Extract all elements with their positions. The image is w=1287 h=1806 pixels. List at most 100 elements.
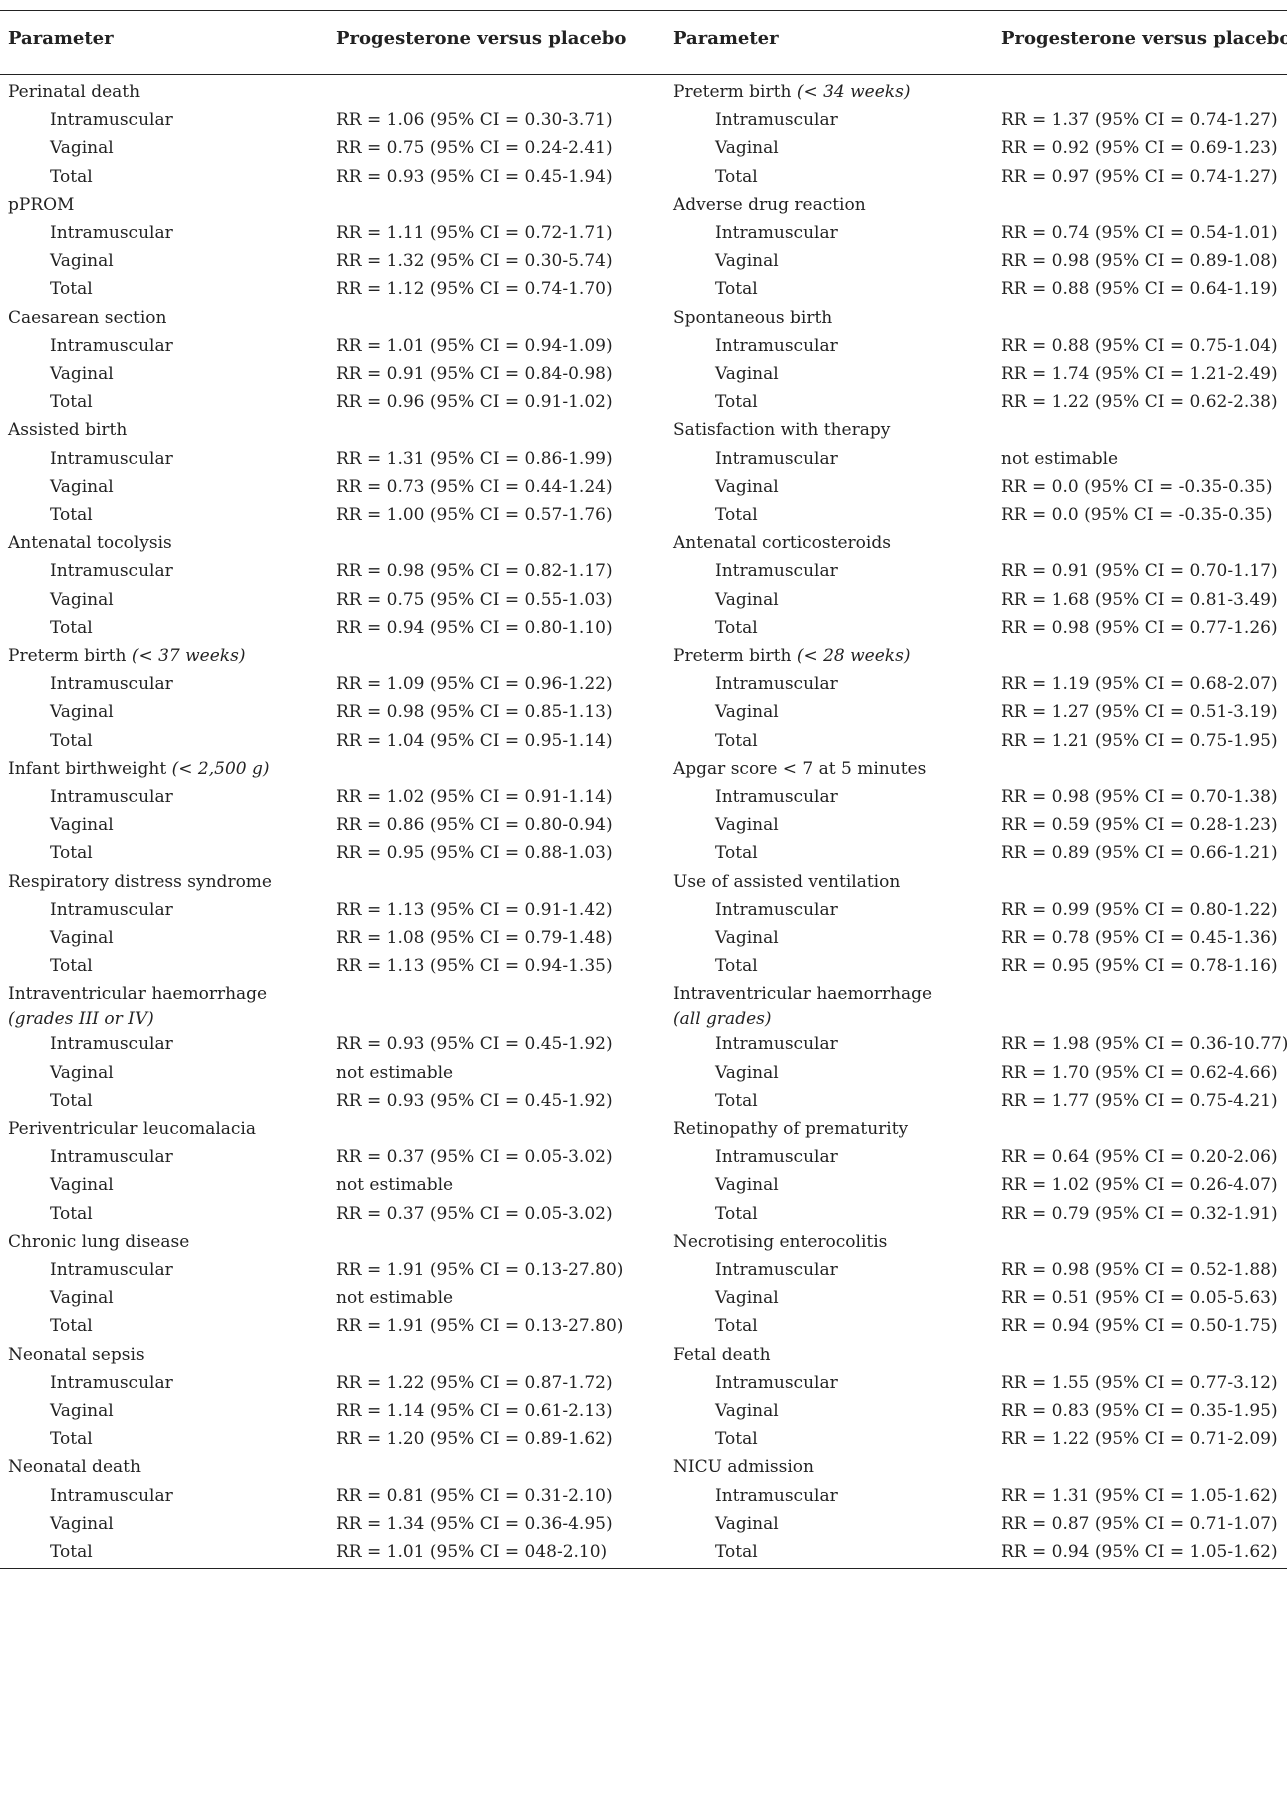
- parameter-name: Necrotising enterocolitis: [673, 1228, 887, 1256]
- route-label: Vaginal: [715, 815, 779, 836]
- route-label: Intramuscular: [715, 223, 838, 243]
- rr-value: RR = 0.93 (95% CI = 0.45-1.92): [336, 1090, 613, 1111]
- parameter-name: NICU admission: [673, 1453, 814, 1481]
- rr-value: RR = 1.09 (95% CI = 0.96-1.22): [336, 674, 613, 695]
- route-label: Intramuscular: [715, 1147, 838, 1168]
- table-row: Vaginal RR = 1.08 (95% CI = 0.79-1.48): [0, 924, 1287, 952]
- route-label: Intramuscular: [715, 1034, 838, 1055]
- rr-value: RR = 0.75 (95% CI = 0.24-2.41): [336, 138, 613, 159]
- table-row: Total RR = 0.93 (95% CI = 0.45-1.94): [0, 163, 1287, 191]
- route-label: Intramuscular: [715, 899, 838, 920]
- table-row: Vaginal RR = 1.68 (95% CI = 0.81-3.49): [0, 586, 1287, 614]
- parameter-name-text: Infant birthweight: [8, 758, 172, 779]
- parameter-name: Neonatal sepsis: [8, 1341, 145, 1369]
- rr-value: RR = 1.13 (95% CI = 0.91-1.42): [336, 899, 613, 920]
- rr-value: RR = 0.98 (95% CI = 0.89-1.08): [1001, 251, 1278, 272]
- route-label: Vaginal: [50, 1175, 114, 1196]
- table-row: Vaginal RR = 0.73 (95% CI = 0.44-1.24): [0, 473, 1287, 501]
- parameter-name-text: pPROM: [8, 194, 75, 215]
- table-row: Vaginal not estimable: [0, 1284, 1287, 1312]
- route-label: Vaginal: [50, 928, 114, 948]
- route-label: Total: [50, 392, 93, 413]
- rr-value: RR = 0.87 (95% CI = 0.71-1.07): [1001, 1513, 1278, 1534]
- route-label: Vaginal: [715, 1401, 779, 1421]
- parameter-name-text: Necrotising enterocolitis: [673, 1231, 888, 1252]
- table-row: Vaginal RR = 1.34 (95% CI = 0.36-4.95): [0, 1510, 1287, 1538]
- table-row: Total RR = 1.77 (95% CI = 0.75-4.21): [0, 1087, 1287, 1115]
- table-row: Intramuscular RR = 1.98 (95% CI = 0.36-10…: [0, 1030, 1287, 1058]
- parameter-name-text: Caesarean section: [8, 307, 167, 328]
- route-label: Intramuscular: [50, 448, 173, 469]
- rr-value: not estimable: [336, 1175, 454, 1196]
- parameter-group-row: Preterm birth (< 34 weeks): [0, 78, 1287, 106]
- rr-value: RR = 0.91 (95% CI = 0.70-1.17): [1001, 561, 1278, 582]
- rr-value: RR = 1.68 (95% CI = 0.81-3.49): [1001, 589, 1278, 610]
- table-row: Total RR = 1.20 (95% CI = 0.89-1.62): [0, 1425, 1287, 1453]
- route-label: Total: [50, 1090, 93, 1111]
- parameter-name-text: Satisfaction with therapy: [673, 420, 891, 441]
- route-label: Total: [50, 505, 93, 525]
- rr-value: RR = 1.32 (95% CI = 0.30-5.74): [336, 251, 613, 272]
- rr-value: RR = 1.77 (95% CI = 0.75-4.21): [1001, 1090, 1278, 1111]
- rr-value: RR = 1.22 (95% CI = 0.87-1.72): [336, 1372, 613, 1393]
- table-row: Intramuscular RR = 1.02 (95% CI = 0.91-1.…: [0, 783, 1287, 811]
- route-label: Vaginal: [50, 1513, 114, 1534]
- route-label: Vaginal: [50, 589, 114, 610]
- route-label: Vaginal: [715, 251, 779, 272]
- parameter-name: Antenatal tocolysis: [8, 529, 172, 557]
- rr-value: RR = 0.59 (95% CI = 0.28-1.23): [1001, 815, 1278, 836]
- parameter-name-text: NICU admission: [673, 1457, 814, 1478]
- parameter-name: Fetal death: [673, 1341, 771, 1369]
- rr-value: RR = 1.22 (95% CI = 0.71-2.09): [1001, 1429, 1278, 1450]
- parameter-group-row: Neonatal death: [0, 1453, 1287, 1481]
- route-label: Vaginal: [50, 251, 114, 272]
- table-row: Intramuscular RR = 1.22 (95% CI = 0.87-1.…: [0, 1369, 1287, 1397]
- table-row: Intramuscular RR = 1.37 (95% CI = 0.74-1.…: [0, 106, 1287, 134]
- table-row: Vaginal RR = 0.91 (95% CI = 0.84-0.98): [0, 360, 1287, 388]
- table-row: Total RR = 1.00 (95% CI = 0.57-1.76): [0, 501, 1287, 529]
- rr-value: RR = 1.27 (95% CI = 0.51-3.19): [1001, 702, 1278, 723]
- parameter-group-row: Necrotising enterocolitis: [0, 1228, 1287, 1256]
- parameter-name-text: Use of assisted ventilation: [673, 871, 901, 892]
- parameter-name-text: Intraventricular haemorrhage: [673, 984, 933, 1005]
- route-label: Intramuscular: [50, 335, 173, 356]
- route-label: Intramuscular: [50, 223, 173, 243]
- route-label: Vaginal: [50, 815, 114, 836]
- rr-value: RR = 0.93 (95% CI = 0.45-1.94): [336, 166, 613, 187]
- table-row: Vaginal RR = 0.86 (95% CI = 0.80-0.94): [0, 811, 1287, 839]
- table-row: Total RR = 0.37 (95% CI = 0.05-3.02): [0, 1200, 1287, 1228]
- rr-value: RR = 0.98 (95% CI = 0.77-1.26): [1001, 617, 1278, 638]
- rr-value: RR = 0.95 (95% CI = 0.78-1.16): [1001, 956, 1278, 977]
- table-row: Vaginal RR = 1.02 (95% CI = 0.26-4.07): [0, 1171, 1287, 1199]
- parameter-name-text: Adverse drug reaction: [673, 194, 866, 215]
- table-row: Vaginal RR = 0.0 (95% CI = -0.35-0.35): [0, 473, 1287, 501]
- route-label: Total: [50, 956, 93, 977]
- route-label: Intramuscular: [715, 787, 838, 807]
- table-row: Intramuscular RR = 1.31 (95% CI = 1.05-1.…: [0, 1482, 1287, 1510]
- route-label: Vaginal: [50, 138, 114, 159]
- rr-value: RR = 1.02 (95% CI = 0.91-1.14): [336, 787, 613, 807]
- parameter-group-row: pPROM: [0, 191, 1287, 219]
- parameter-name-text: Preterm birth: [673, 82, 797, 102]
- header-parameter-right: Parameter: [673, 28, 779, 49]
- rr-value: RR = 0.88 (95% CI = 0.75-1.04): [1001, 335, 1278, 356]
- parameter-name: Neonatal death: [8, 1453, 141, 1481]
- table-row: Total RR = 0.98 (95% CI = 0.77-1.26): [0, 614, 1287, 642]
- parameter-name-text: Periventricular leucomalacia: [8, 1119, 257, 1139]
- table-row: Intramuscular RR = 1.09 (95% CI = 0.96-1.…: [0, 670, 1287, 698]
- route-label: Intramuscular: [50, 1260, 173, 1280]
- route-label: Total: [715, 279, 758, 300]
- rr-value: RR = 0.99 (95% CI = 0.80-1.22): [1001, 899, 1278, 920]
- route-label: Total: [50, 617, 93, 638]
- route-label: Vaginal: [715, 476, 779, 497]
- table-row: Total RR = 1.01 (95% CI = 048-2.10): [0, 1538, 1287, 1566]
- route-label: Intramuscular: [715, 1260, 838, 1280]
- rr-value: RR = 0.91 (95% CI = 0.84-0.98): [336, 364, 613, 384]
- parameter-name-text: Fetal death: [673, 1344, 771, 1365]
- parameter-group-row: Respiratory distress syndrome: [0, 868, 1287, 896]
- rr-value: RR = 1.22 (95% CI = 0.62-2.38): [1001, 392, 1278, 413]
- route-label: Intramuscular: [715, 674, 838, 695]
- route-label: Total: [715, 505, 758, 525]
- parameter-group-row: Apgar score < 7 at 5 minutes: [0, 755, 1287, 783]
- rr-value: RR = 1.13 (95% CI = 0.94-1.35): [336, 956, 613, 977]
